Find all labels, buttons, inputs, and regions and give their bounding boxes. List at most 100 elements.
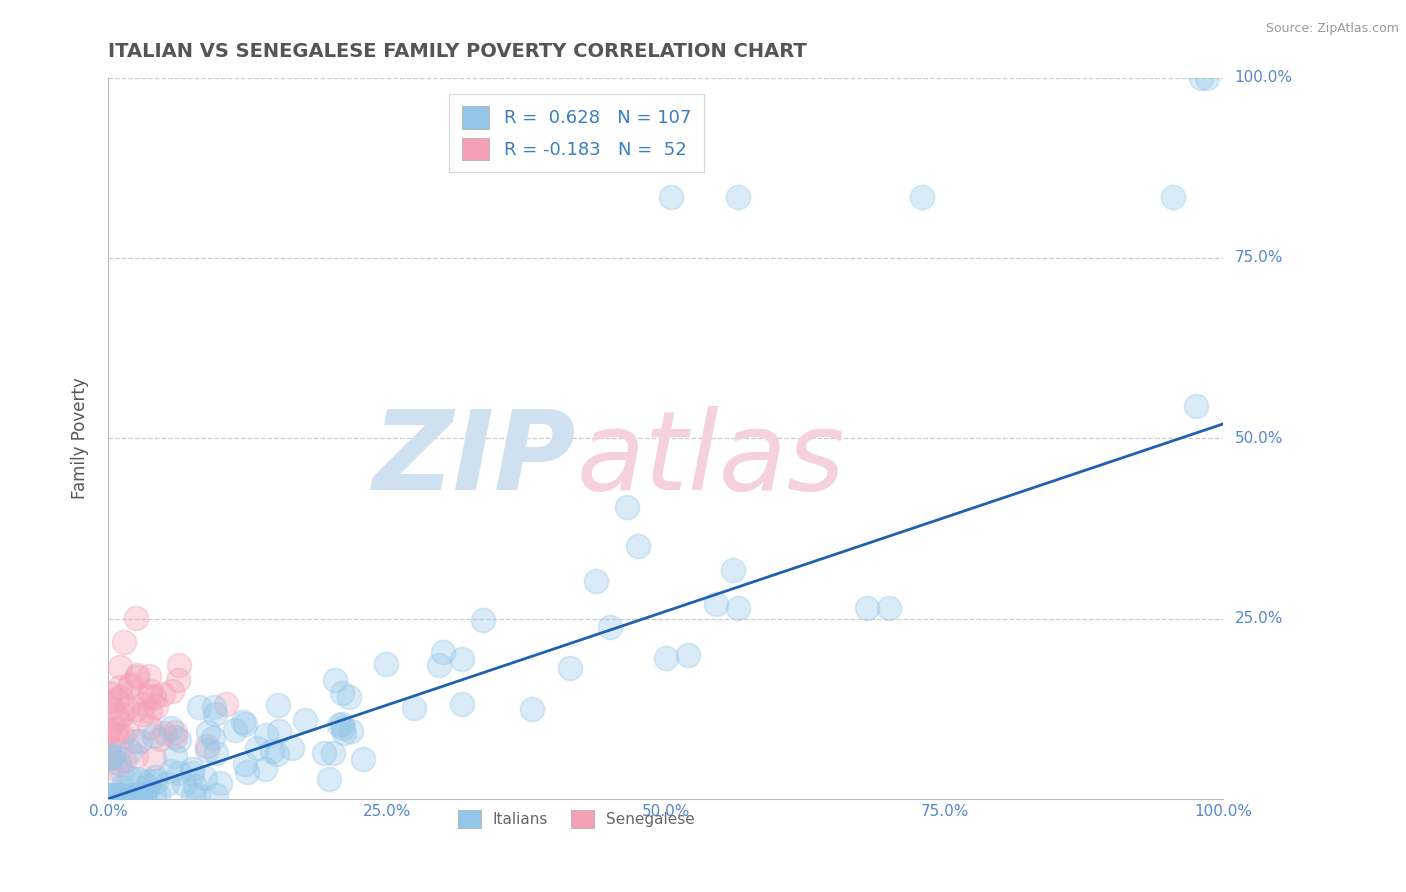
Point bbox=[128, 733, 150, 747]
Point bbox=[254, 762, 277, 776]
Point bbox=[131, 706, 153, 721]
Point bbox=[149, 731, 172, 746]
Point bbox=[120, 677, 142, 691]
Point bbox=[131, 774, 153, 789]
Text: 25.0%: 25.0% bbox=[1234, 611, 1282, 626]
Point bbox=[224, 723, 246, 737]
Point bbox=[187, 789, 209, 803]
Point bbox=[404, 701, 426, 715]
Point bbox=[160, 722, 183, 736]
Point bbox=[215, 698, 238, 712]
Point bbox=[115, 701, 138, 715]
Point bbox=[120, 743, 142, 757]
Point bbox=[138, 669, 160, 683]
Point bbox=[104, 722, 127, 736]
Point bbox=[160, 684, 183, 698]
Point bbox=[855, 600, 877, 615]
Point bbox=[110, 764, 132, 778]
Point bbox=[204, 706, 226, 721]
Point bbox=[143, 730, 166, 744]
Point bbox=[450, 697, 472, 711]
Y-axis label: Family Poverty: Family Poverty bbox=[72, 377, 89, 500]
Point bbox=[136, 779, 159, 793]
Point bbox=[146, 789, 169, 803]
Point bbox=[599, 620, 621, 634]
Point bbox=[127, 789, 149, 803]
Point bbox=[181, 789, 204, 803]
Point bbox=[139, 684, 162, 698]
Point bbox=[704, 597, 727, 611]
Point bbox=[877, 600, 900, 615]
Point bbox=[111, 780, 134, 795]
Point bbox=[143, 770, 166, 784]
Point bbox=[294, 713, 316, 727]
Point bbox=[432, 645, 454, 659]
Point bbox=[132, 789, 155, 803]
Point bbox=[97, 747, 120, 762]
Point bbox=[105, 763, 128, 777]
Point bbox=[585, 574, 607, 589]
Point bbox=[1195, 70, 1218, 85]
Point bbox=[627, 540, 650, 554]
Text: atlas: atlas bbox=[576, 407, 845, 514]
Text: 100.0%: 100.0% bbox=[1234, 70, 1292, 85]
Point bbox=[201, 731, 224, 745]
Point bbox=[183, 779, 205, 793]
Point bbox=[111, 789, 134, 803]
Point bbox=[332, 725, 354, 739]
Point bbox=[132, 789, 155, 803]
Point bbox=[108, 789, 131, 803]
Point bbox=[152, 687, 174, 701]
Point bbox=[246, 740, 269, 755]
Point bbox=[118, 770, 141, 784]
Point bbox=[124, 734, 146, 748]
Point bbox=[138, 720, 160, 734]
Point bbox=[654, 651, 676, 665]
Point bbox=[188, 700, 211, 714]
Point bbox=[195, 739, 218, 753]
Point bbox=[1161, 189, 1184, 203]
Point bbox=[97, 686, 120, 700]
Point bbox=[134, 786, 156, 800]
Point bbox=[110, 690, 132, 704]
Point bbox=[100, 750, 122, 764]
Point bbox=[352, 752, 374, 766]
Point bbox=[145, 699, 167, 714]
Point bbox=[97, 789, 120, 803]
Point bbox=[108, 660, 131, 674]
Point bbox=[97, 751, 120, 765]
Point bbox=[167, 673, 190, 687]
Point bbox=[143, 751, 166, 765]
Point bbox=[427, 658, 450, 673]
Point bbox=[97, 722, 120, 736]
Point bbox=[260, 744, 283, 758]
Point bbox=[233, 756, 256, 771]
Point bbox=[180, 765, 202, 780]
Point bbox=[167, 658, 190, 673]
Point bbox=[267, 724, 290, 739]
Point bbox=[98, 725, 121, 739]
Point bbox=[266, 747, 288, 761]
Point bbox=[232, 715, 254, 730]
Point bbox=[165, 730, 187, 744]
Point bbox=[254, 729, 277, 743]
Point bbox=[471, 613, 494, 627]
Point bbox=[522, 702, 544, 716]
Text: 75.0%: 75.0% bbox=[1234, 251, 1282, 266]
Point bbox=[105, 692, 128, 706]
Point bbox=[128, 772, 150, 786]
Point bbox=[197, 725, 219, 739]
Point bbox=[98, 740, 121, 755]
Point bbox=[194, 771, 217, 785]
Point bbox=[103, 789, 125, 803]
Point bbox=[125, 748, 148, 763]
Point bbox=[104, 789, 127, 803]
Text: 50.0%: 50.0% bbox=[1234, 431, 1282, 446]
Point bbox=[134, 697, 156, 711]
Point bbox=[233, 717, 256, 731]
Point bbox=[98, 693, 121, 707]
Point bbox=[332, 721, 354, 735]
Point bbox=[911, 189, 934, 203]
Point bbox=[163, 725, 186, 739]
Point bbox=[111, 729, 134, 743]
